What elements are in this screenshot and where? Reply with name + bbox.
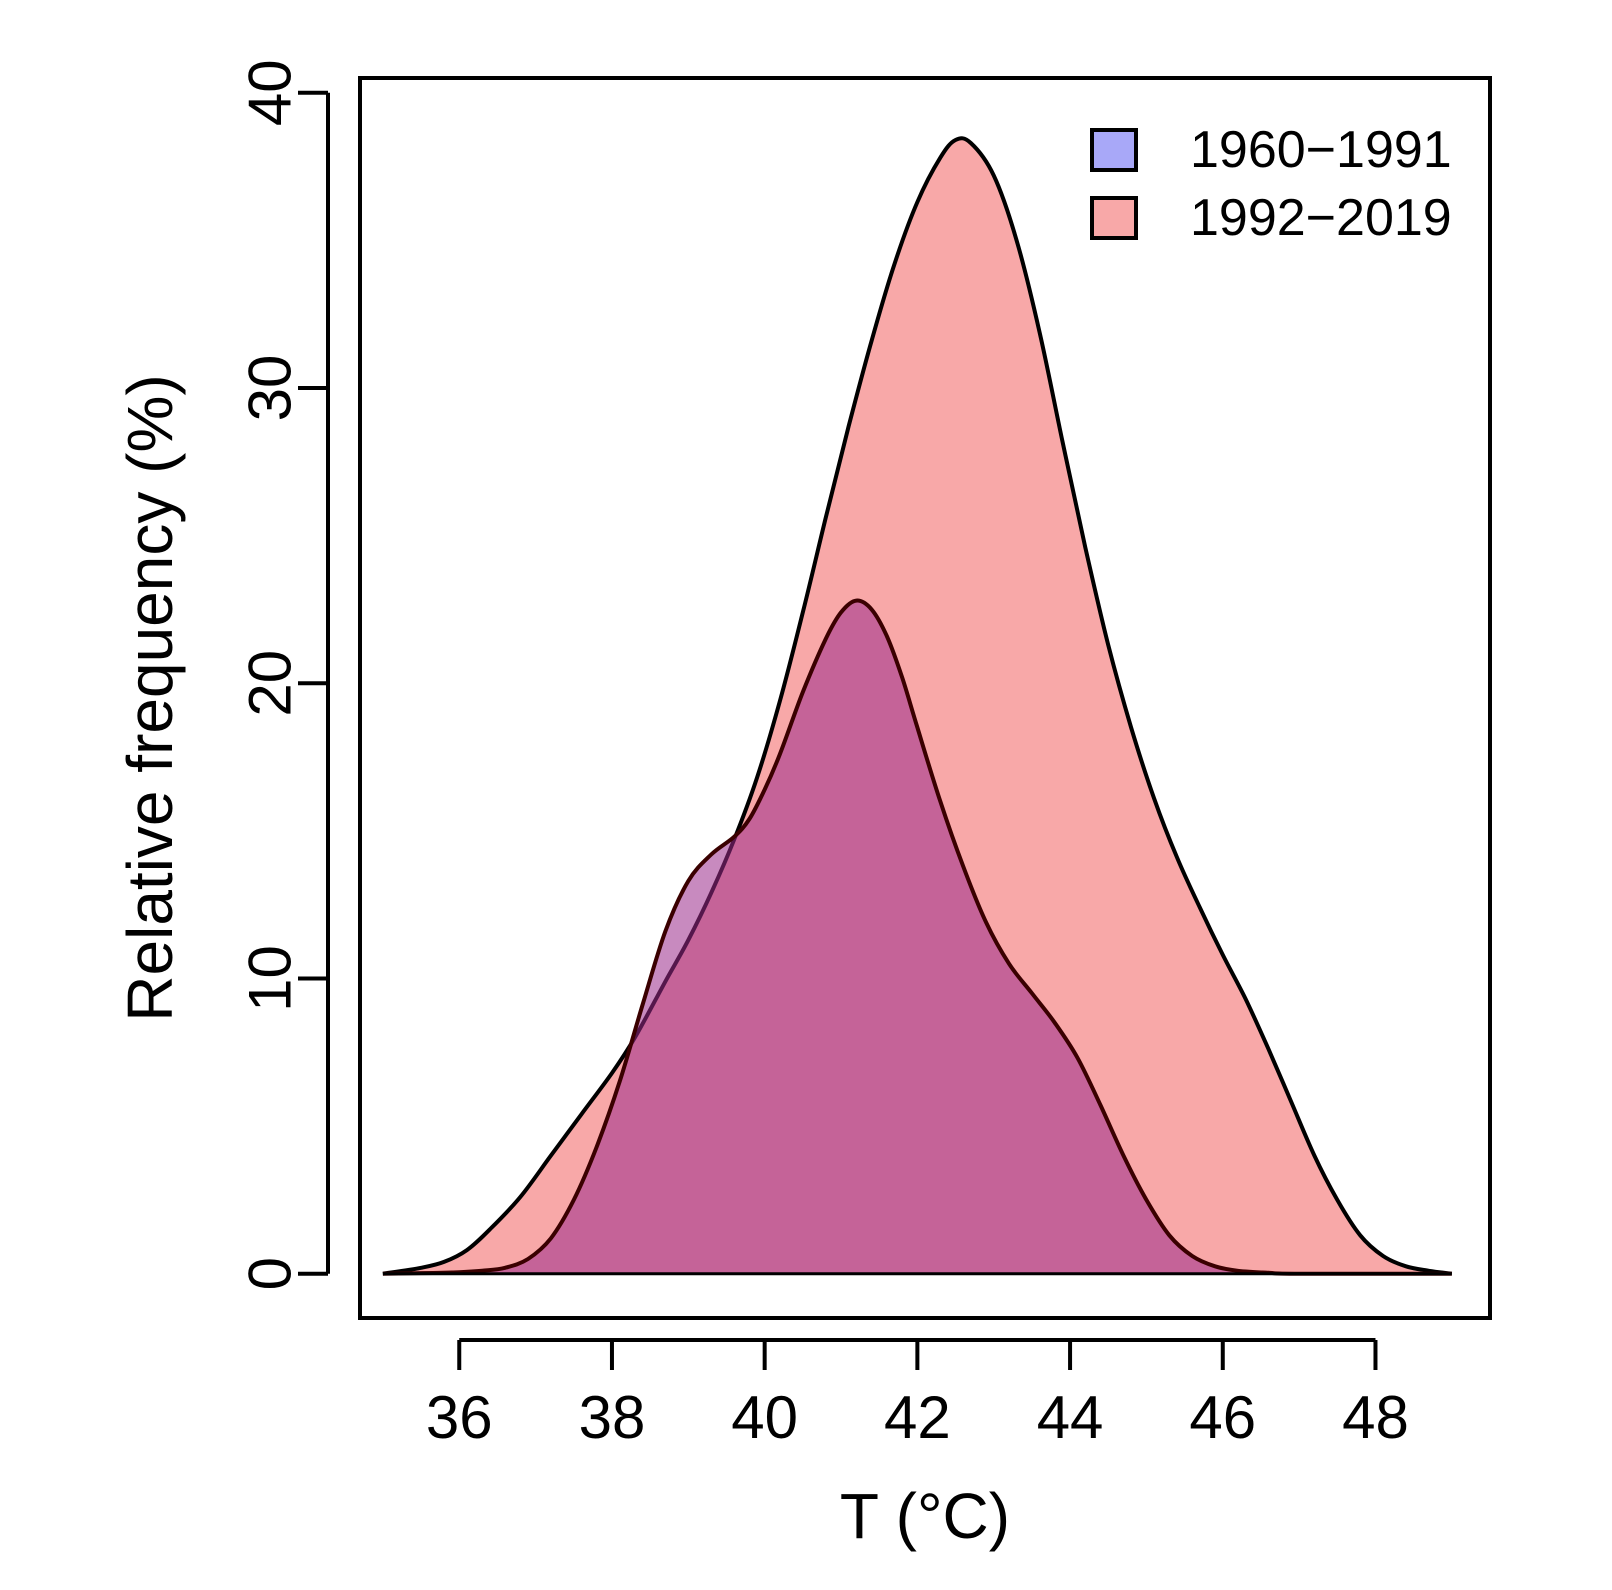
x-tick-label: 42 bbox=[884, 1384, 951, 1451]
density-area-19922019 bbox=[382, 138, 1452, 1274]
y-axis: 0 10 20 30 40 bbox=[237, 59, 330, 1290]
legend-swatch bbox=[1090, 196, 1138, 240]
x-tick-label: 46 bbox=[1189, 1384, 1256, 1451]
x-tick-label: 44 bbox=[1037, 1384, 1104, 1451]
legend-swatch bbox=[1090, 128, 1138, 172]
density-areas bbox=[382, 136, 1453, 1276]
y-tick-label: 10 bbox=[237, 945, 304, 1012]
y-tick-label: 40 bbox=[237, 59, 304, 126]
x-tick-label: 38 bbox=[579, 1384, 646, 1451]
x-tick-label: 36 bbox=[426, 1384, 493, 1451]
y-tick-label: 0 bbox=[237, 1257, 304, 1290]
density-line-19922019 bbox=[382, 136, 1453, 1276]
plot-frame bbox=[358, 76, 1492, 1320]
density-line-19601991 bbox=[382, 598, 1452, 1276]
x-tick-label: 48 bbox=[1342, 1384, 1409, 1451]
legend: 1960−1991 1992−2019 bbox=[1090, 121, 1452, 247]
x-tick-label: 40 bbox=[731, 1384, 798, 1451]
legend-label: 1960−1991 bbox=[1190, 121, 1452, 179]
y-tick-label: 20 bbox=[237, 650, 304, 717]
y-tick-label: 30 bbox=[237, 355, 304, 422]
x-axis: 36 38 40 42 44 46 48 bbox=[426, 1338, 1409, 1451]
y-axis-title: Relative frequency (%) bbox=[114, 374, 186, 1021]
legend-label: 1992−2019 bbox=[1190, 189, 1452, 247]
x-axis-title: T (°C) bbox=[840, 1480, 1010, 1552]
density-area-19601991 bbox=[382, 600, 1452, 1274]
